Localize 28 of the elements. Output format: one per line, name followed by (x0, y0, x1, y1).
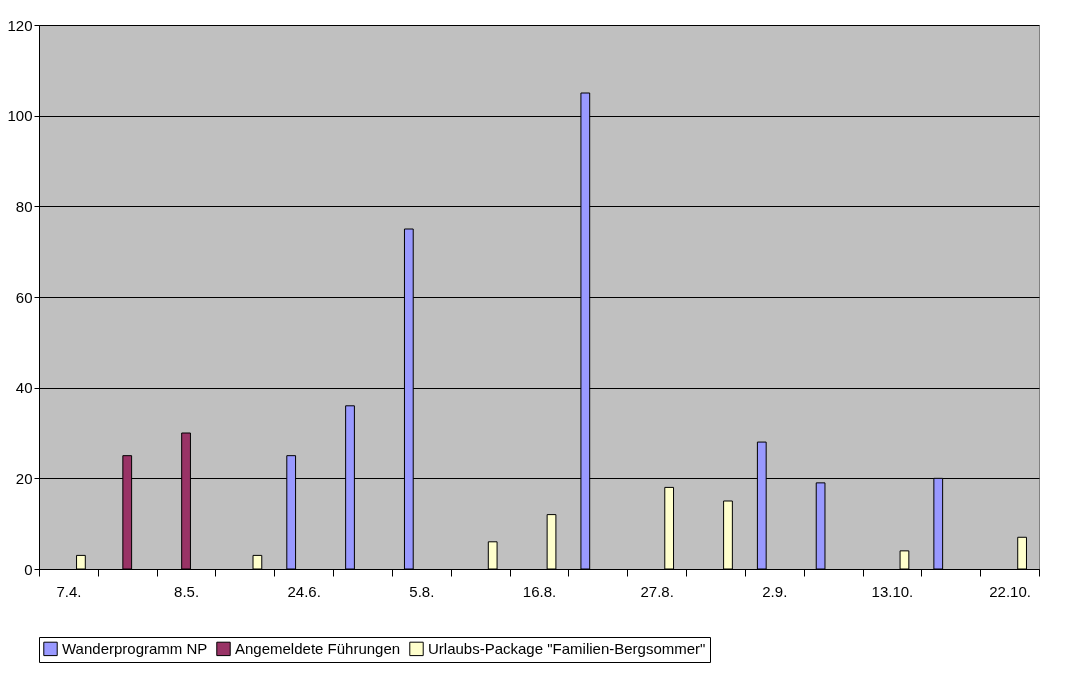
bar (1017, 536, 1027, 570)
y-tick-label: 20 (15, 469, 33, 487)
y-tick-label: 120 (7, 16, 33, 34)
x-tick-label: 8.5. (174, 582, 200, 600)
y-tick-label: 80 (15, 197, 33, 215)
x-tick-label: 22.10. (989, 582, 1031, 600)
x-tick-label: 2.9. (762, 582, 788, 600)
bar (664, 486, 675, 570)
bar (899, 550, 910, 570)
legend-label: Wanderprogramm NP (62, 639, 208, 657)
x-tick-label: 13.10. (871, 582, 914, 600)
y-tick-label: 100 (7, 107, 33, 125)
x-tick-label: 5.8. (409, 582, 435, 600)
x-tick-label: 27.8. (640, 582, 674, 600)
x-tick-label: 7.4. (56, 582, 82, 600)
y-tick-label: 40 (15, 379, 33, 397)
x-tick-label: 16.8. (522, 582, 557, 600)
legend-label: Angemeldete Führungen (235, 639, 401, 657)
y-tick-label: 60 (15, 288, 33, 306)
bar (252, 554, 263, 570)
legend-label: Urlaubs-Package "Familien-Bergsommer" (428, 639, 706, 657)
bar (487, 541, 498, 570)
bar (76, 554, 86, 570)
bar (546, 514, 557, 570)
x-tick-label: 24.6. (287, 582, 321, 600)
bar (723, 500, 733, 570)
bar (815, 482, 826, 570)
y-tick-label: 0 (24, 560, 33, 578)
